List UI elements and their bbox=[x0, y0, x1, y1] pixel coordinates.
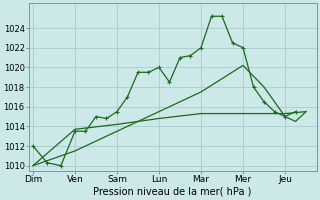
X-axis label: Pression niveau de la mer( hPa ): Pression niveau de la mer( hPa ) bbox=[93, 187, 252, 197]
